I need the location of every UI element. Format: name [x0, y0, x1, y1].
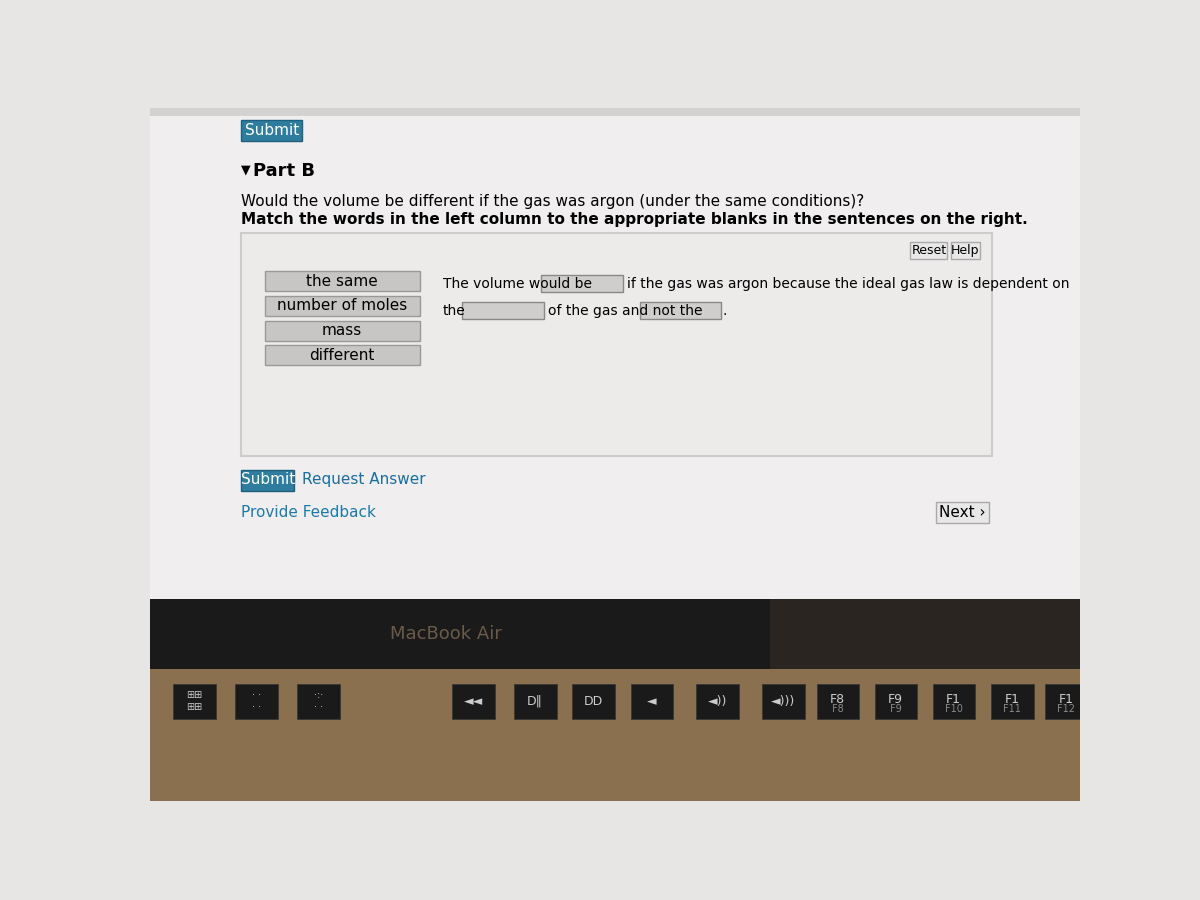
- Text: Request Answer: Request Answer: [302, 472, 426, 488]
- Text: F8: F8: [830, 693, 845, 706]
- Text: MacBook Air: MacBook Air: [390, 625, 502, 643]
- Text: ◄)): ◄)): [708, 695, 727, 707]
- Text: F9: F9: [889, 705, 901, 715]
- Text: ▼: ▼: [241, 164, 251, 176]
- Bar: [265, 346, 420, 365]
- Text: The volume would be: The volume would be: [443, 276, 592, 291]
- Text: F1: F1: [1058, 693, 1074, 706]
- Bar: [452, 684, 494, 718]
- Bar: [173, 684, 216, 718]
- Bar: [150, 599, 1080, 669]
- Text: F12: F12: [1057, 705, 1075, 715]
- Bar: [241, 470, 294, 490]
- Text: F9: F9: [888, 693, 904, 706]
- Bar: [541, 275, 623, 292]
- Text: F1: F1: [1004, 693, 1019, 706]
- Text: D‖: D‖: [527, 695, 544, 707]
- Text: Part B: Part B: [253, 162, 316, 180]
- Bar: [950, 242, 980, 259]
- Text: Match the words in the left column to the appropriate blanks in the sentences on: Match the words in the left column to th…: [241, 212, 1028, 227]
- Bar: [1045, 684, 1087, 718]
- Text: the same: the same: [306, 274, 378, 289]
- Text: Submit: Submit: [245, 122, 299, 138]
- Text: Next ›: Next ›: [938, 505, 985, 520]
- Bar: [572, 684, 616, 718]
- Bar: [640, 302, 721, 319]
- Bar: [265, 271, 420, 292]
- Bar: [150, 108, 1080, 116]
- Bar: [991, 684, 1033, 718]
- Text: Would the volume be different if the gas was argon (under the same conditions)?: Would the volume be different if the gas…: [241, 194, 865, 209]
- Bar: [875, 684, 917, 718]
- Bar: [911, 242, 948, 259]
- Bar: [762, 684, 805, 718]
- Text: Submit: Submit: [241, 472, 295, 488]
- Text: F10: F10: [944, 705, 962, 715]
- Text: ⊞⊞
⊞⊞: ⊞⊞ ⊞⊞: [186, 690, 203, 712]
- Text: Provide Feedback: Provide Feedback: [241, 505, 377, 520]
- Bar: [932, 684, 976, 718]
- Text: F8: F8: [832, 705, 844, 715]
- Bar: [936, 502, 989, 523]
- Bar: [515, 684, 557, 718]
- Text: mass: mass: [322, 323, 362, 338]
- Text: DD: DD: [583, 695, 602, 707]
- Bar: [265, 296, 420, 316]
- Text: F1: F1: [946, 693, 961, 706]
- Text: ◄))): ◄))): [772, 695, 796, 707]
- Text: ·:·
· ·: ·:· · ·: [313, 690, 323, 712]
- Bar: [630, 684, 673, 718]
- Bar: [235, 684, 278, 718]
- Text: the: the: [443, 303, 466, 318]
- Bar: [241, 120, 302, 141]
- Text: Help: Help: [952, 244, 979, 257]
- Text: number of moles: number of moles: [277, 299, 407, 313]
- Text: F11: F11: [1003, 705, 1021, 715]
- Bar: [150, 669, 1080, 801]
- Text: different: different: [310, 347, 374, 363]
- Bar: [696, 684, 739, 718]
- Text: if the gas was argon because the ideal gas law is dependent on: if the gas was argon because the ideal g…: [628, 276, 1070, 291]
- Bar: [265, 320, 420, 340]
- Text: of the gas and not the: of the gas and not the: [548, 303, 703, 318]
- Bar: [241, 233, 991, 456]
- Text: .: .: [722, 303, 727, 318]
- Text: Reset: Reset: [911, 244, 947, 257]
- Bar: [770, 599, 1080, 669]
- Bar: [462, 302, 544, 319]
- Bar: [298, 684, 340, 718]
- Bar: [816, 684, 859, 718]
- Text: ◄: ◄: [647, 695, 656, 707]
- Text: · ·
· ·: · · · ·: [252, 690, 260, 712]
- Text: ◄◄: ◄◄: [463, 695, 482, 707]
- Bar: [150, 108, 1080, 601]
